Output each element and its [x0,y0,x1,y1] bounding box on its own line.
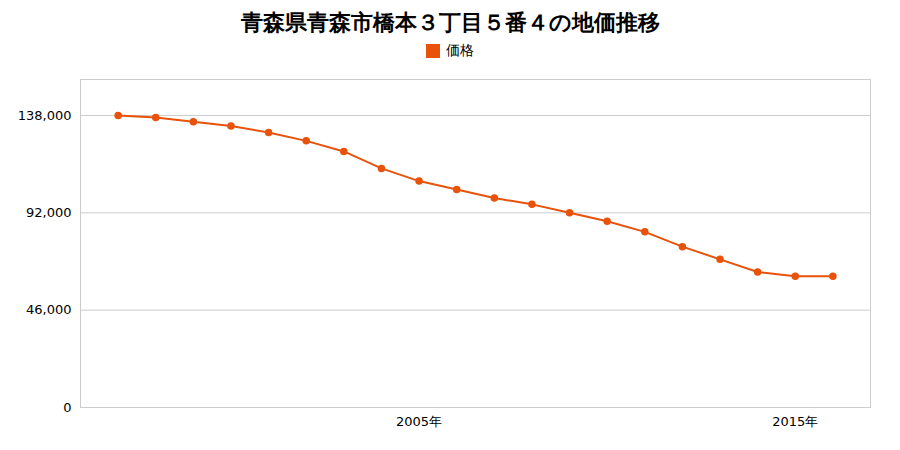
svg-text:46,000: 46,000 [26,302,72,317]
svg-text:0: 0 [63,400,71,415]
html-text:青森県青森市橋本３丁目５番４の地価推移: 青森県青森市橋本３丁目５番４の地価推移 [240,10,660,35]
html-text:価格: 価格 [446,42,474,58]
svg-text:2015年: 2015年 [772,414,818,429]
svg-text:138,000: 138,000 [18,108,72,123]
svg-text:2005年: 2005年 [396,414,442,429]
svg-text:92,000: 92,000 [26,205,72,220]
